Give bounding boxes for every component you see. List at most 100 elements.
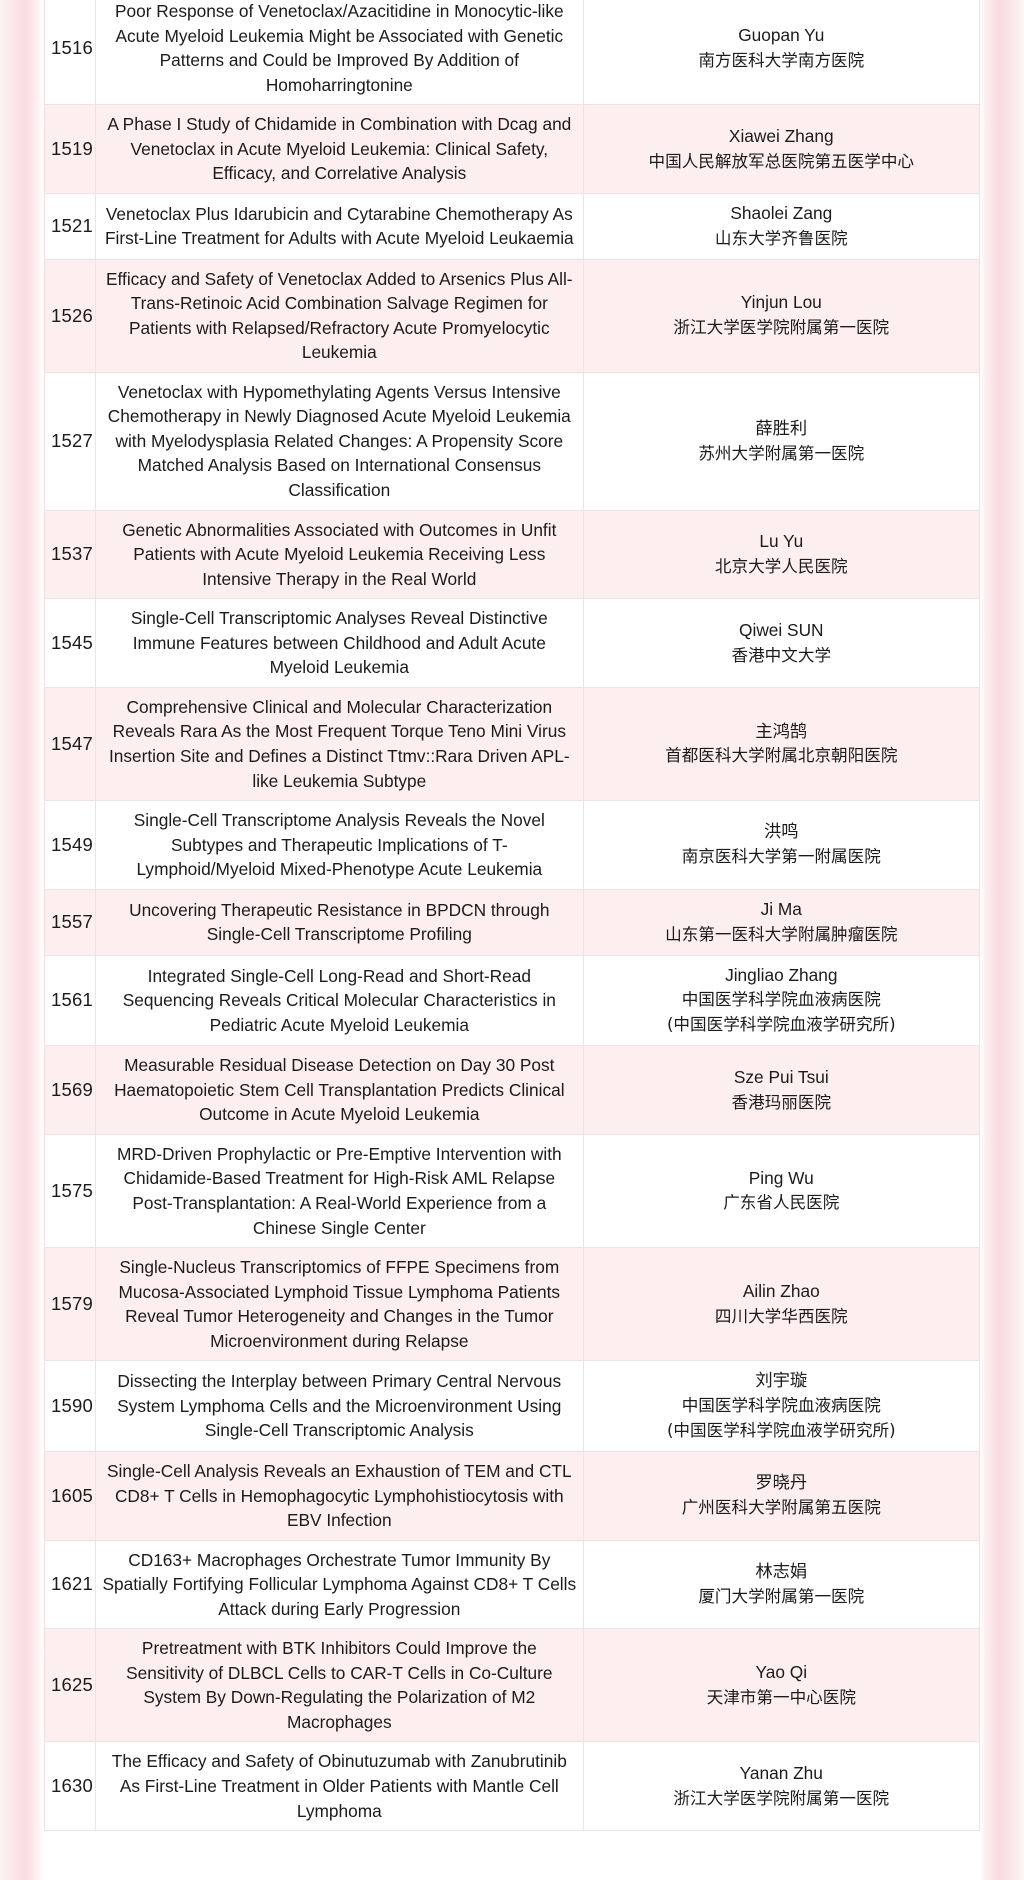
table-row: 1519 A Phase I Study of Chidamide in Comb… <box>43 104 981 194</box>
abstract-number-cell: 1569 <box>43 1045 97 1135</box>
presenter-cell: Ji Ma 山东第一医科大学附属肿瘤医院 <box>582 888 981 956</box>
presenter-name: Xiawei Zhang <box>728 125 834 146</box>
presenter-institution: 山东第一医科大学附属肿瘤医院 <box>665 924 898 944</box>
table-row: 1526 Efficacy and Safety of Venetoclax Ad… <box>43 258 981 373</box>
presenter-institution: 天津市第一中心医院 <box>706 1687 856 1707</box>
presenter-institution: (中国医学科学院血液学研究所) <box>666 1015 896 1035</box>
table-row: 1545 Single-Cell Transcriptomic Analyses … <box>43 598 981 688</box>
presenter-institution: 北京大学人民医院 <box>714 556 848 576</box>
presenter-cell: Lu Yu 北京大学人民医院 <box>582 509 981 600</box>
presenter-cell: Xiawei Zhang 中国人民解放军总医院第五医学中心 <box>582 104 981 194</box>
abstract-title-cell: Integrated Single-Cell Long-Read and Sho… <box>95 954 584 1047</box>
abstract-title-cell: Genetic Abnormalities Associated with Ou… <box>95 509 584 600</box>
presenter-cell: Qiwei SUN 香港中文大学 <box>582 598 981 688</box>
abstract-title-cell: Efficacy and Safety of Venetoclax Added … <box>95 258 584 373</box>
presenter-cell: Jingliao Zhang 中国医学科学院血液病医院 (中国医学科学院血液学研究所… <box>582 954 981 1047</box>
table-row: 1547 Comprehensive Clinical and Molecular… <box>43 686 981 802</box>
presenter-institution: 中国医学科学院血液病医院 <box>681 990 881 1010</box>
presenter-name: Qiwei SUN <box>739 619 824 640</box>
abstract-table-container: 1516 Poor Response of Venetoclax/Azacitid… <box>43 0 981 1880</box>
presenter-institution: 厦门大学附属第一医院 <box>698 1586 865 1606</box>
presenter-name: Sze Pui Tsui <box>733 1066 829 1087</box>
table-row: 1590 Dissecting the Interplay between Pri… <box>43 1360 981 1452</box>
table-row: 1621 CD163+ Macrophages Orchestrate Tumor… <box>43 1539 981 1630</box>
presenter-name: Ailin Zhao <box>742 1280 820 1301</box>
abstract-number-cell: 1526 <box>43 258 97 373</box>
presenter-name: Ji Ma <box>760 898 802 919</box>
presenter-name: Lu Yu <box>759 530 804 551</box>
abstract-number-cell: 1519 <box>43 104 97 194</box>
abstract-number-cell: 1549 <box>43 800 97 890</box>
presenter-name: Yao Qi <box>755 1661 808 1682</box>
abstract-title-cell: Uncovering Therapeutic Resistance in BPD… <box>95 888 584 956</box>
presenter-institution: (中国医学科学院血液学研究所) <box>666 1421 896 1441</box>
presenter-cell: Yinjun Lou 浙江大学医学院附属第一医院 <box>582 258 981 373</box>
abstract-title-cell: Measurable Residual Disease Detection on… <box>95 1045 584 1135</box>
abstract-title-cell: Dissecting the Interplay between Primary… <box>95 1360 584 1452</box>
presenter-cell: 洪鸣南京医科大学第一附属医院 <box>582 800 981 890</box>
abstract-listing-table: 1516 Poor Response of Venetoclax/Azacitid… <box>43 0 981 1832</box>
abstract-title-cell: A Phase I Study of Chidamide in Combinat… <box>95 104 584 194</box>
table-row: 1516 Poor Response of Venetoclax/Azacitid… <box>43 0 981 106</box>
abstract-number-cell: 1557 <box>43 888 97 956</box>
abstract-title-cell: Single-Cell Analysis Reveals an Exhausti… <box>95 1450 584 1541</box>
table-row: 1569 Measurable Residual Disease Detectio… <box>43 1045 981 1135</box>
presenter-institution: 南京医科大学第一附属医院 <box>681 847 881 867</box>
presenter-name: Guopan Yu <box>738 24 825 45</box>
presenter-institution: 香港玛丽医院 <box>731 1092 832 1112</box>
table-row: 1527 Venetoclax with Hypomethylating Agen… <box>43 371 981 511</box>
abstract-title-cell: Single-Cell Transcriptomic Analyses Reve… <box>95 598 584 688</box>
presenter-name: 薛胜利 <box>755 417 808 438</box>
abstract-title-cell: MRD-Driven Prophylactic or Pre-Emptive I… <box>95 1133 584 1249</box>
presenter-cell: 主鸿鹄 首都医科大学附属北京朝阳医院 <box>582 686 981 802</box>
presenter-cell: 林志娟 厦门大学附属第一医院 <box>582 1539 981 1630</box>
presenter-name: 洪鸣 <box>763 821 799 842</box>
presenter-institution: 中国医学科学院血液病医院 <box>681 1396 881 1416</box>
abstract-number-cell: 1545 <box>43 598 97 688</box>
table-row: 1549 Single-Cell Transcriptome Analysis R… <box>43 800 981 890</box>
presenter-cell: 罗晓丹 广州医科大学附属第五医院 <box>582 1450 981 1541</box>
presenter-cell: Guopan Yu 南方医科大学南方医院 <box>582 0 981 106</box>
table-row: 1521 Venetoclax Plus Idarubicin and Cytar… <box>43 192 981 260</box>
presenter-name: Ping Wu <box>748 1167 814 1188</box>
abstract-number-cell: 1516 <box>43 0 97 106</box>
abstract-title-cell: Venetoclax Plus Idarubicin and Cytarabin… <box>95 192 584 260</box>
abstract-number-cell: 1605 <box>43 1450 97 1541</box>
presenter-name: 刘宇璇 <box>755 1370 808 1391</box>
presenter-institution: 浙江大学医学院附属第一医院 <box>673 1788 890 1808</box>
abstract-title-cell: Single-Nucleus Transcriptomics of FFPE S… <box>95 1247 584 1362</box>
abstract-title-cell: Single-Cell Transcriptome Analysis Revea… <box>95 800 584 890</box>
presenter-cell: Ping Wu 广东省人民医院 <box>582 1133 981 1249</box>
presenter-institution: 四川大学华西医院 <box>714 1306 848 1326</box>
presenter-cell: Yanan Zhu 浙江大学医学院附属第一医院 <box>582 1741 981 1832</box>
presenter-cell: Yao Qi 天津市第一中心医院 <box>582 1628 981 1743</box>
abstract-number-cell: 1561 <box>43 954 97 1047</box>
abstract-title-cell: Venetoclax with Hypomethylating Agents V… <box>95 371 584 511</box>
presenter-cell: Shaolei Zang 山东大学齐鲁医院 <box>582 192 981 260</box>
presenter-cell: 刘宇璇中国医学科学院血液病医院 (中国医学科学院血液学研究所) <box>582 1360 981 1452</box>
abstract-title-cell: The Efficacy and Safety of Obinutuzumab … <box>95 1741 584 1832</box>
table-row: 1605 Single-Cell Analysis Reveals an Exha… <box>43 1450 981 1541</box>
table-row: 1579 Single-Nucleus Transcriptomics of FF… <box>43 1247 981 1362</box>
abstract-table-body: 1516 Poor Response of Venetoclax/Azacitid… <box>43 0 981 1832</box>
presenter-name: Shaolei Zang <box>730 202 833 223</box>
presenter-name: Yinjun Lou <box>740 292 822 313</box>
table-row: 1557 Uncovering Therapeutic Resistance in… <box>43 888 981 956</box>
presenter-institution: 浙江大学医学院附属第一医院 <box>673 318 890 338</box>
abstract-number-cell: 1537 <box>43 509 97 600</box>
abstract-number-cell: 1625 <box>43 1628 97 1743</box>
presenter-cell: 薛胜利 苏州大学附属第一医院 <box>582 371 981 511</box>
presenter-cell: Sze Pui Tsui 香港玛丽医院 <box>582 1045 981 1135</box>
presenter-name: 主鸿鹄 <box>755 720 808 741</box>
table-row: 1625 Pretreatment with BTK Inhibitors Cou… <box>43 1628 981 1743</box>
abstract-title-cell: Comprehensive Clinical and Molecular Cha… <box>95 686 584 802</box>
abstract-title-cell: Pretreatment with BTK Inhibitors Could I… <box>95 1628 584 1743</box>
table-row: 1537 Genetic Abnormalities Associated wit… <box>43 509 981 600</box>
presenter-institution: 广东省人民医院 <box>723 1193 840 1213</box>
presenter-institution: 广州医科大学附属第五医院 <box>681 1498 881 1518</box>
abstract-number-cell: 1521 <box>43 192 97 260</box>
presenter-institution: 山东大学齐鲁医院 <box>714 228 848 248</box>
abstract-number-cell: 1527 <box>43 371 97 511</box>
presenter-institution: 中国人民解放军总医院第五医学中心 <box>648 151 915 171</box>
